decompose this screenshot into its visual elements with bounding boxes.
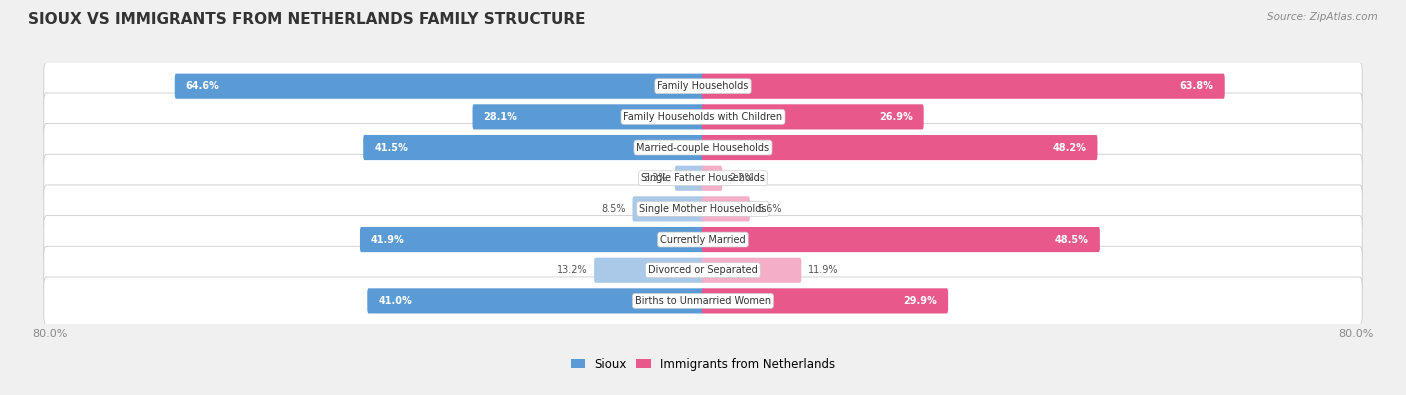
FancyBboxPatch shape <box>44 154 1362 202</box>
FancyBboxPatch shape <box>363 135 704 160</box>
FancyBboxPatch shape <box>702 104 924 130</box>
FancyBboxPatch shape <box>367 288 704 314</box>
Text: 13.2%: 13.2% <box>557 265 588 275</box>
FancyBboxPatch shape <box>702 135 1098 160</box>
FancyBboxPatch shape <box>702 166 723 191</box>
FancyBboxPatch shape <box>44 246 1362 294</box>
Text: 48.5%: 48.5% <box>1054 235 1088 245</box>
Text: 63.8%: 63.8% <box>1180 81 1213 91</box>
FancyBboxPatch shape <box>174 73 704 99</box>
FancyBboxPatch shape <box>472 104 704 130</box>
Text: 48.2%: 48.2% <box>1053 143 1087 152</box>
FancyBboxPatch shape <box>702 196 749 222</box>
Text: Family Households with Children: Family Households with Children <box>623 112 783 122</box>
Text: 2.2%: 2.2% <box>730 173 754 183</box>
Text: 26.9%: 26.9% <box>879 112 912 122</box>
Text: 8.5%: 8.5% <box>600 204 626 214</box>
Text: 41.5%: 41.5% <box>374 143 408 152</box>
FancyBboxPatch shape <box>44 216 1362 263</box>
Text: Married-couple Households: Married-couple Households <box>637 143 769 152</box>
Text: Currently Married: Currently Married <box>661 235 745 245</box>
Text: Source: ZipAtlas.com: Source: ZipAtlas.com <box>1267 12 1378 22</box>
FancyBboxPatch shape <box>44 124 1362 171</box>
FancyBboxPatch shape <box>675 166 704 191</box>
Text: Family Households: Family Households <box>658 81 748 91</box>
FancyBboxPatch shape <box>44 62 1362 110</box>
FancyBboxPatch shape <box>595 258 704 283</box>
FancyBboxPatch shape <box>702 258 801 283</box>
FancyBboxPatch shape <box>633 196 704 222</box>
Text: Single Father Households: Single Father Households <box>641 173 765 183</box>
Text: 5.6%: 5.6% <box>756 204 782 214</box>
FancyBboxPatch shape <box>44 93 1362 141</box>
Text: 28.1%: 28.1% <box>484 112 517 122</box>
Text: Single Mother Households: Single Mother Households <box>640 204 766 214</box>
FancyBboxPatch shape <box>44 277 1362 325</box>
Text: SIOUX VS IMMIGRANTS FROM NETHERLANDS FAMILY STRUCTURE: SIOUX VS IMMIGRANTS FROM NETHERLANDS FAM… <box>28 12 586 27</box>
FancyBboxPatch shape <box>702 227 1099 252</box>
FancyBboxPatch shape <box>44 185 1362 233</box>
Legend: Sioux, Immigrants from Netherlands: Sioux, Immigrants from Netherlands <box>567 353 839 375</box>
FancyBboxPatch shape <box>360 227 704 252</box>
Text: 41.9%: 41.9% <box>371 235 405 245</box>
FancyBboxPatch shape <box>702 288 948 314</box>
FancyBboxPatch shape <box>702 73 1225 99</box>
Text: Births to Unmarried Women: Births to Unmarried Women <box>636 296 770 306</box>
Text: 41.0%: 41.0% <box>378 296 412 306</box>
Text: 29.9%: 29.9% <box>904 296 938 306</box>
Text: 3.3%: 3.3% <box>644 173 668 183</box>
Text: 11.9%: 11.9% <box>808 265 839 275</box>
Text: 64.6%: 64.6% <box>186 81 219 91</box>
Text: Divorced or Separated: Divorced or Separated <box>648 265 758 275</box>
